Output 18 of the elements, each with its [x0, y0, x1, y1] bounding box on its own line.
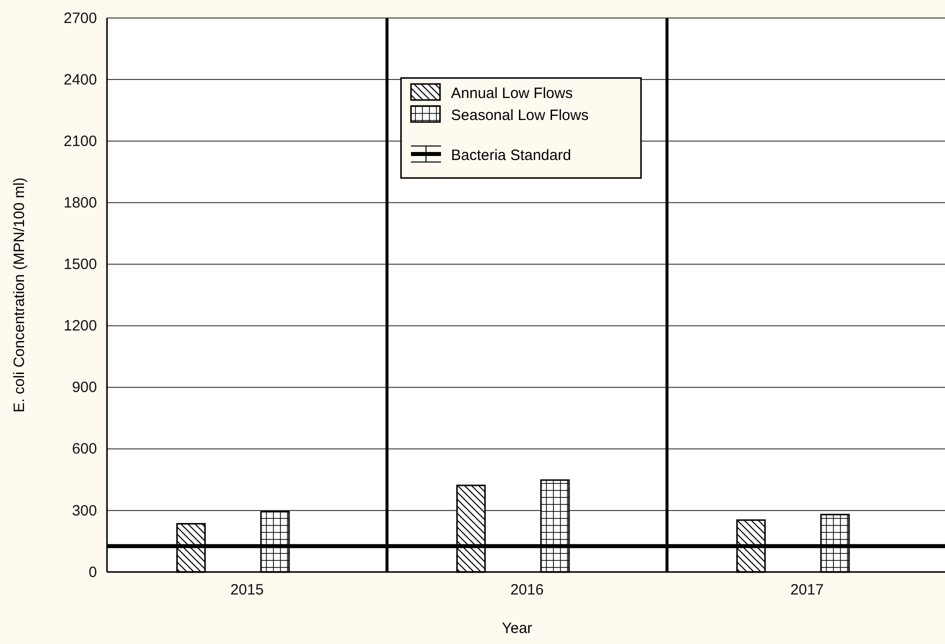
legend-label: Annual Low Flows [451, 85, 573, 102]
x-axis-title: Year [502, 620, 532, 637]
x-tick-label: 2017 [790, 582, 824, 599]
y-axis-title: E. coli Concentration (MPN/100 ml) [11, 177, 28, 413]
y-tick-label: 0 [88, 564, 97, 581]
y-tick-label: 2100 [64, 132, 97, 150]
legend-label: Bacteria Standard [451, 147, 572, 164]
y-tick-label: 300 [72, 502, 97, 520]
y-tick-label: 2700 [64, 10, 97, 27]
y-tick-label: 600 [72, 440, 97, 458]
x-tick-label: 2016 [510, 582, 544, 599]
y-tick-label: 2400 [64, 71, 97, 88]
x-tick-label: 2015 [230, 582, 264, 599]
legend-label: Seasonal Low Flows [451, 107, 589, 124]
y-tick-label: 1200 [64, 318, 97, 335]
y-tick-label: 900 [72, 379, 97, 396]
y-tick-label: 1500 [64, 256, 97, 274]
y-tick-label: 1800 [64, 194, 97, 212]
